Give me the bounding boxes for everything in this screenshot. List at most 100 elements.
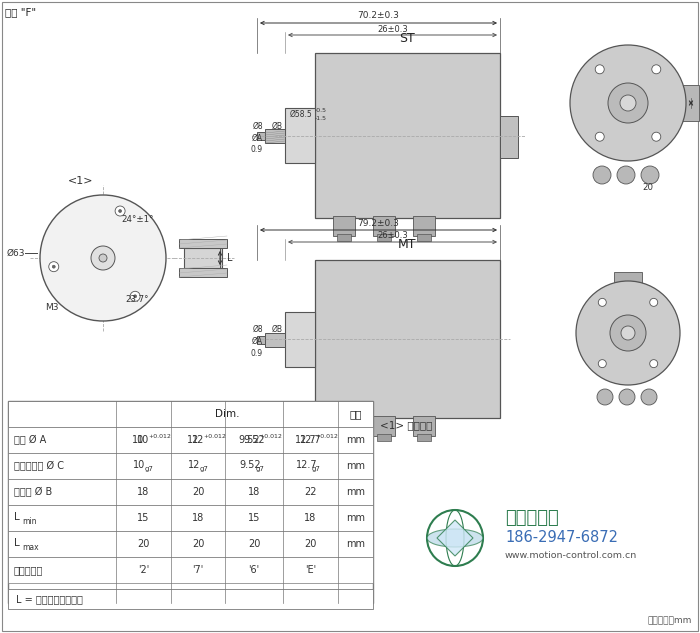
Text: 单位: 单位 xyxy=(349,409,362,419)
Bar xyxy=(8,401,373,427)
Circle shape xyxy=(595,65,604,74)
Text: 18: 18 xyxy=(304,513,316,523)
Text: 15: 15 xyxy=(248,513,260,523)
Bar xyxy=(333,216,355,236)
Text: 26±0.3: 26±0.3 xyxy=(377,232,408,241)
Circle shape xyxy=(617,166,635,184)
Text: 尺寸单位：mm: 尺寸单位：mm xyxy=(648,617,692,625)
Bar xyxy=(315,260,500,418)
Text: 18: 18 xyxy=(248,487,260,497)
Circle shape xyxy=(52,265,55,268)
Text: 186-2947-6872: 186-2947-6872 xyxy=(505,530,618,546)
Bar xyxy=(417,434,431,441)
Text: 20: 20 xyxy=(192,487,204,497)
Bar xyxy=(500,116,518,158)
Circle shape xyxy=(621,326,635,340)
Text: 12.7: 12.7 xyxy=(295,460,317,470)
Text: +0.012: +0.012 xyxy=(316,434,338,439)
Circle shape xyxy=(608,83,648,123)
Circle shape xyxy=(598,298,606,306)
Circle shape xyxy=(610,315,646,351)
Text: g7: g7 xyxy=(312,466,321,472)
Text: min: min xyxy=(22,517,36,525)
Polygon shape xyxy=(437,520,473,556)
Text: L: L xyxy=(227,253,232,263)
Circle shape xyxy=(650,360,658,368)
Bar xyxy=(377,234,391,241)
Text: M3: M3 xyxy=(46,303,59,311)
Text: +0.012: +0.012 xyxy=(203,434,226,439)
Text: 20: 20 xyxy=(643,182,654,192)
Text: 12.7: 12.7 xyxy=(300,435,321,445)
Text: L = 匹配轴的深入长度: L = 匹配轴的深入长度 xyxy=(16,594,83,604)
Circle shape xyxy=(595,132,604,141)
Text: MT: MT xyxy=(398,239,416,251)
Circle shape xyxy=(99,254,107,262)
Circle shape xyxy=(598,360,606,368)
Bar xyxy=(413,216,435,236)
Bar xyxy=(179,239,227,248)
Text: mm: mm xyxy=(346,513,365,523)
Text: 匹配连接轴 Ø C: 匹配连接轴 Ø C xyxy=(14,461,64,471)
Circle shape xyxy=(652,132,661,141)
Text: 盲轴 "F": 盲轴 "F" xyxy=(5,7,36,17)
Text: mm: mm xyxy=(346,487,365,497)
Circle shape xyxy=(134,295,136,298)
Text: 10: 10 xyxy=(137,435,150,445)
Text: 18: 18 xyxy=(192,513,204,523)
Bar xyxy=(8,505,373,531)
Text: Ø8: Ø8 xyxy=(253,122,263,130)
Text: 'E': 'E' xyxy=(305,565,316,575)
Text: +0.012: +0.012 xyxy=(259,434,282,439)
Bar xyxy=(179,268,227,277)
Text: 23.7°: 23.7° xyxy=(125,296,148,304)
Bar xyxy=(413,416,435,436)
Text: 10: 10 xyxy=(132,435,145,445)
Bar xyxy=(681,85,699,121)
Text: mm: mm xyxy=(346,435,365,445)
Text: Dim.: Dim. xyxy=(215,409,239,419)
Bar xyxy=(257,132,265,140)
Text: 12: 12 xyxy=(188,460,200,470)
Ellipse shape xyxy=(427,529,483,547)
Text: 26±0.3: 26±0.3 xyxy=(377,25,408,34)
Text: mm: mm xyxy=(346,539,365,549)
Text: Ø58.5: Ø58.5 xyxy=(290,110,313,118)
Circle shape xyxy=(570,45,686,161)
Circle shape xyxy=(652,65,661,74)
Text: 轴类型代码: 轴类型代码 xyxy=(14,565,43,575)
Circle shape xyxy=(597,389,613,405)
Text: ØB: ØB xyxy=(272,122,283,130)
Circle shape xyxy=(650,298,658,306)
Text: '2': '2' xyxy=(138,565,149,575)
Circle shape xyxy=(620,95,636,111)
Text: -1.5: -1.5 xyxy=(315,115,327,120)
Bar xyxy=(417,234,431,241)
Text: 0.9: 0.9 xyxy=(251,146,263,154)
Bar xyxy=(8,453,373,479)
Text: 盲轴 Ø A: 盲轴 Ø A xyxy=(14,435,46,445)
Text: +0.012: +0.012 xyxy=(148,434,172,439)
Bar xyxy=(373,416,395,436)
Bar xyxy=(285,108,315,163)
Circle shape xyxy=(115,206,125,216)
Bar xyxy=(8,531,373,557)
Text: ØA: ØA xyxy=(252,337,263,346)
Text: 9.52: 9.52 xyxy=(243,435,265,445)
Text: -0.5: -0.5 xyxy=(315,108,327,113)
Text: 20: 20 xyxy=(304,539,316,549)
Text: '6': '6' xyxy=(248,565,260,575)
Circle shape xyxy=(593,166,611,184)
Bar xyxy=(8,589,373,609)
Text: <1> 客户端面: <1> 客户端面 xyxy=(380,420,433,430)
Text: 夹紧环 Ø B: 夹紧环 Ø B xyxy=(14,487,52,497)
Text: Ø63: Ø63 xyxy=(7,249,25,258)
Text: 10: 10 xyxy=(134,460,146,470)
Text: g7: g7 xyxy=(256,466,265,472)
Bar xyxy=(8,557,373,583)
Text: ST: ST xyxy=(399,32,415,44)
Text: ØA: ØA xyxy=(252,134,263,142)
Text: 18: 18 xyxy=(137,487,150,497)
Bar xyxy=(8,479,373,505)
Bar xyxy=(337,234,351,241)
